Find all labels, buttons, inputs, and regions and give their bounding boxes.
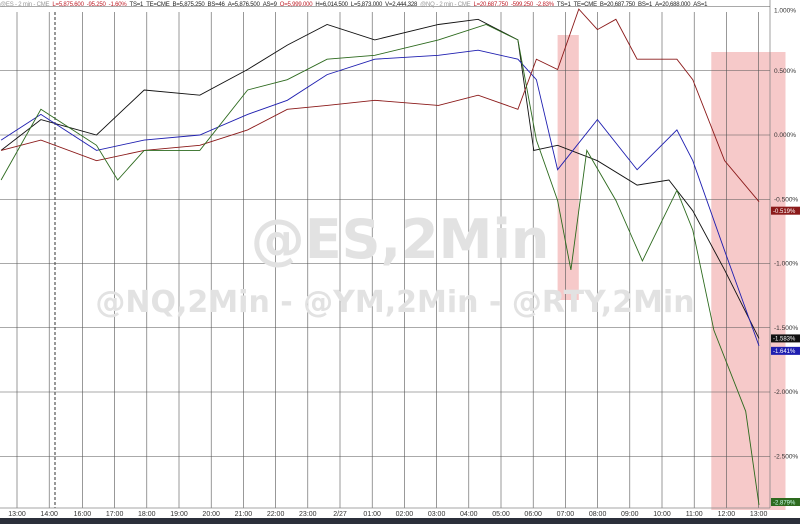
x-tick-label: 23:00 — [299, 511, 317, 518]
x-tick-label: 18:00 — [138, 511, 156, 518]
nq-ts: TS=1 — [556, 2, 571, 8]
x-tick-label: 10:00 — [653, 511, 671, 518]
es-last: L=5,875.600 — [52, 2, 84, 8]
nq-bs: BS=1 — [638, 2, 653, 8]
end-label-nq: -1.641% — [773, 349, 796, 355]
x-tick-label: 08:00 — [589, 511, 607, 518]
y-tick-label: -2.500% — [774, 453, 798, 460]
x-tick-label: 07:00 — [557, 511, 575, 518]
es-volume: V=2,444,328 — [385, 2, 418, 8]
end-label-bg-ym — [771, 206, 800, 215]
nq-bid: B=20,687.750 — [599, 2, 636, 8]
end-label-rty: -2.879% — [773, 500, 796, 506]
y-tick-label: -1.000% — [774, 261, 798, 268]
x-tick-label: 05:00 — [492, 511, 510, 518]
end-label-bg-es — [771, 334, 800, 343]
series-line-rty — [0, 24, 760, 506]
es-ts: TS=1 — [129, 2, 144, 8]
x-tick-label: 02:00 — [396, 511, 414, 518]
es-high: H=6,014.500 — [315, 2, 348, 8]
es-bs: BS=46 — [207, 2, 225, 8]
x-tick-label: 13:00 — [8, 511, 26, 518]
shaded-region — [711, 52, 786, 510]
nq-te: TE=CME — [573, 2, 598, 8]
y-tick-label: 0.500% — [774, 68, 796, 75]
nq-change: -599.250 — [510, 2, 534, 8]
nq-pct: -2.83% — [536, 2, 554, 8]
y-tick-label: 1.000% — [774, 8, 796, 15]
es-low: L=5,873.000 — [350, 2, 383, 8]
es-change: -95.250 — [86, 2, 106, 8]
x-tick-label: 21:00 — [235, 511, 253, 518]
x-tick-label: 19:00 — [170, 511, 188, 518]
x-tick-label: 12:00 — [718, 511, 736, 518]
quote-header: @ES - 2 min - CME L=5,875.600 -95.250 -1.60… — [0, 0, 710, 11]
es-pct: -1.60% — [108, 2, 127, 8]
es-ask: A=5,876.500 — [227, 2, 260, 8]
watermark-main: @ES,2Min — [251, 208, 550, 271]
x-tick-label: 2/27 — [333, 511, 347, 518]
series-line-es — [0, 18, 760, 339]
es-bid: B=5,875.250 — [172, 2, 205, 8]
x-tick-label: 01:00 — [363, 511, 381, 518]
nq-last: L=20,687.750 — [473, 2, 508, 8]
nq-ask: A=20,688.000 — [655, 2, 691, 8]
shaded-region — [557, 35, 579, 300]
end-label-es: -1.583% — [773, 337, 796, 343]
es-te: TE=CME — [146, 2, 170, 8]
y-tick-label: -0.500% — [774, 196, 798, 203]
es-symbol: @ES - 2 min - CME — [0, 2, 50, 8]
x-tick-label: 14:00 — [40, 511, 58, 518]
x-tick-label: 22:00 — [267, 511, 285, 518]
x-tick-label: 16:00 — [74, 511, 92, 518]
nq-as: AS=1 — [693, 2, 708, 8]
es-as: AS=9 — [262, 2, 277, 8]
x-tick-label: 03:00 — [428, 511, 446, 518]
y-tick-label: -1.500% — [774, 325, 798, 332]
x-tick-label: 04:00 — [460, 511, 478, 518]
series-line-nq — [0, 49, 760, 347]
es-open: O=5,999.000 — [279, 2, 313, 8]
x-tick-label: 11:00 — [686, 511, 703, 518]
watermark-sub: @NQ,2Min - @YM,2Min - @RTY,2Min — [95, 285, 694, 320]
end-label-bg-nq — [771, 346, 800, 355]
end-label-ym: -0.519% — [773, 209, 796, 215]
y-tick-label: 0.000% — [774, 132, 796, 139]
scrollbar[interactable] — [0, 518, 800, 524]
nq-symbol: @NQ - 2 min - CME — [420, 2, 471, 8]
x-tick-label: 20:00 — [202, 511, 220, 518]
x-tick-label: 17:00 — [106, 511, 124, 518]
x-tick-label: 09:00 — [621, 511, 639, 518]
x-tick-label: 06:00 — [524, 511, 542, 518]
x-tick-label: 13:00 — [750, 511, 768, 518]
y-tick-label: -2.000% — [774, 389, 798, 396]
series-line-ym — [0, 8, 760, 202]
end-label-bg-rty — [771, 498, 800, 506]
